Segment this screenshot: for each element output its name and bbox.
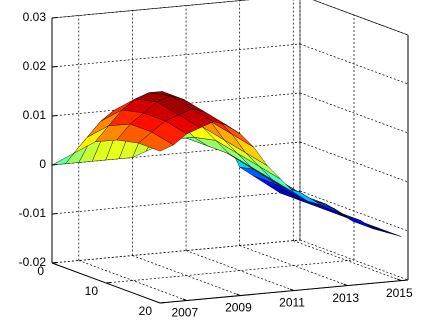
grid-line xyxy=(299,92,409,134)
grid-line xyxy=(299,43,409,85)
z-tick-label: 0 xyxy=(39,157,46,171)
surface-patch xyxy=(325,203,362,221)
y-tick-label: 0 xyxy=(37,264,44,278)
tick-mark xyxy=(159,302,166,304)
grid-line xyxy=(51,43,301,68)
z-tick-label: 0.03 xyxy=(23,10,47,24)
grid-line xyxy=(299,141,409,183)
grid-line xyxy=(293,240,402,281)
z-tick-label: -0.02 xyxy=(19,255,47,269)
tick-mark xyxy=(51,115,58,117)
tick-mark xyxy=(51,164,58,166)
grid-line xyxy=(78,260,187,301)
tick-mark xyxy=(51,262,58,264)
tick-mark xyxy=(182,298,187,301)
grid-line xyxy=(105,259,355,284)
grid-line xyxy=(299,190,409,232)
z-tick-label: 0.01 xyxy=(23,108,47,122)
surface-patch xyxy=(138,131,174,152)
x-tick-label: 2009 xyxy=(225,301,252,315)
box-edge xyxy=(312,0,409,36)
z-tick-label: 0.02 xyxy=(23,59,47,73)
tick-mark xyxy=(105,282,112,284)
y-tick-label: 10 xyxy=(85,284,99,298)
tick-mark xyxy=(343,283,348,287)
x-tick-label: 2011 xyxy=(279,296,305,310)
y-tick-label: 20 xyxy=(139,304,153,318)
x-tick-label: 2007 xyxy=(171,306,198,320)
grid-line xyxy=(312,0,409,36)
box-edge xyxy=(51,0,250,19)
tick-mark xyxy=(289,288,295,292)
x-tick-label: 2015 xyxy=(386,286,413,300)
tick-mark xyxy=(397,278,402,282)
z-tick-label: -0.01 xyxy=(19,206,47,220)
tick-mark xyxy=(51,17,58,19)
x-tick-label: 2013 xyxy=(332,291,359,305)
grid-line xyxy=(51,239,301,264)
tick-mark xyxy=(51,213,58,215)
grid-line xyxy=(185,250,295,291)
axis-line xyxy=(159,279,409,304)
grid-line xyxy=(51,190,301,215)
grid-line xyxy=(299,239,409,281)
tick-mark xyxy=(236,293,241,297)
grid-line xyxy=(51,0,250,19)
tick-mark xyxy=(51,66,58,68)
